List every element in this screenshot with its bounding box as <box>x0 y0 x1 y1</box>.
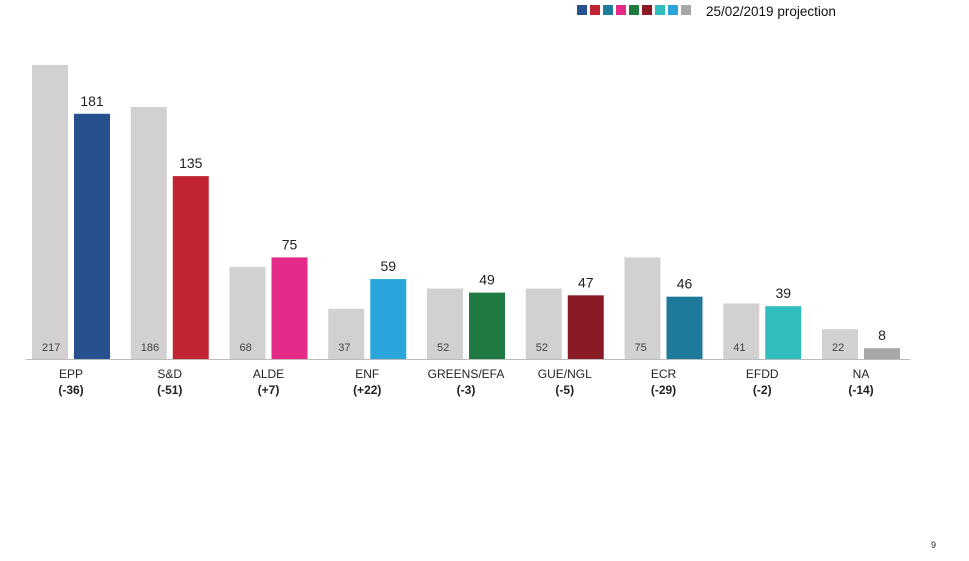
data-label-current-5: 47 <box>578 274 594 290</box>
category-change-1: (-51) <box>157 383 182 397</box>
bar-previous-5 <box>525 288 562 359</box>
bar-previous-3 <box>328 308 365 359</box>
legend-text: 25/02/2019 projection <box>706 3 836 19</box>
data-label-current-8: 8 <box>878 327 886 343</box>
page-number: 9 <box>931 540 937 550</box>
legend-swatch-4 <box>629 5 639 15</box>
legend-swatch-1 <box>590 5 600 15</box>
category-change-4: (-3) <box>457 383 476 397</box>
bar-current-5 <box>567 295 604 359</box>
legend-swatch-7 <box>668 5 678 15</box>
category-label-2: ALDE <box>253 367 284 381</box>
legend-swatch-2 <box>603 5 613 15</box>
bar-previous-6 <box>624 257 661 359</box>
data-label-previous-3: 37 <box>338 342 350 354</box>
legend-swatch-5 <box>642 5 652 15</box>
legend-swatch-8 <box>681 5 691 15</box>
category-change-6: (-29) <box>651 383 676 397</box>
bar-previous-2 <box>229 266 266 359</box>
category-label-6: ECR <box>651 367 677 381</box>
category-label-8: NA <box>853 367 870 381</box>
legend-swatch-6 <box>655 5 665 15</box>
bar-current-1 <box>172 176 209 359</box>
data-label-previous-6: 75 <box>635 342 647 354</box>
data-label-current-2: 75 <box>282 236 298 252</box>
bar-current-8 <box>864 348 900 359</box>
bar-current-6 <box>666 296 703 359</box>
bar-previous-1 <box>130 107 167 359</box>
bar-current-7 <box>765 306 802 359</box>
category-change-0: (-36) <box>58 383 83 397</box>
data-label-previous-5: 52 <box>536 342 548 354</box>
data-label-previous-1: 186 <box>141 342 159 354</box>
bar-previous-8 <box>822 329 858 359</box>
legend-swatches <box>577 2 694 20</box>
data-label-current-6: 46 <box>677 276 693 292</box>
legend-swatch-0 <box>577 5 587 15</box>
bar-previous-4 <box>427 288 463 359</box>
legend-swatch-3 <box>616 5 626 15</box>
bar-current-3 <box>370 279 407 359</box>
category-change-2: (+7) <box>258 383 280 397</box>
data-label-previous-7: 41 <box>733 342 745 354</box>
data-label-current-1: 135 <box>179 155 203 171</box>
category-change-8: (-14) <box>848 383 873 397</box>
legend: 25/02/2019 projection <box>577 3 836 19</box>
data-label-previous-8: 22 <box>832 342 844 354</box>
category-label-4: GREENS/EFA <box>428 367 505 381</box>
bar-previous-0 <box>32 65 68 359</box>
category-label-3: ENF <box>355 367 379 381</box>
category-label-7: EFDD <box>746 367 779 381</box>
data-label-current-0: 181 <box>80 93 104 109</box>
category-label-1: S&D <box>157 367 182 381</box>
category-change-3: (+22) <box>353 383 381 397</box>
bar-previous-7 <box>723 303 760 359</box>
data-label-current-3: 59 <box>380 258 396 274</box>
category-change-7: (-2) <box>753 383 772 397</box>
category-label-5: GUE/NGL <box>538 367 592 381</box>
data-label-previous-4: 52 <box>437 342 449 354</box>
data-label-current-7: 39 <box>775 285 791 301</box>
bar-current-2 <box>271 257 308 359</box>
bar-current-0 <box>74 113 110 359</box>
category-change-5: (-5) <box>555 383 574 397</box>
data-label-previous-0: 217 <box>42 342 60 354</box>
data-label-previous-2: 68 <box>240 342 252 354</box>
bar-current-4 <box>469 292 505 359</box>
data-label-current-4: 49 <box>479 272 495 288</box>
category-label-0: EPP <box>59 367 83 381</box>
